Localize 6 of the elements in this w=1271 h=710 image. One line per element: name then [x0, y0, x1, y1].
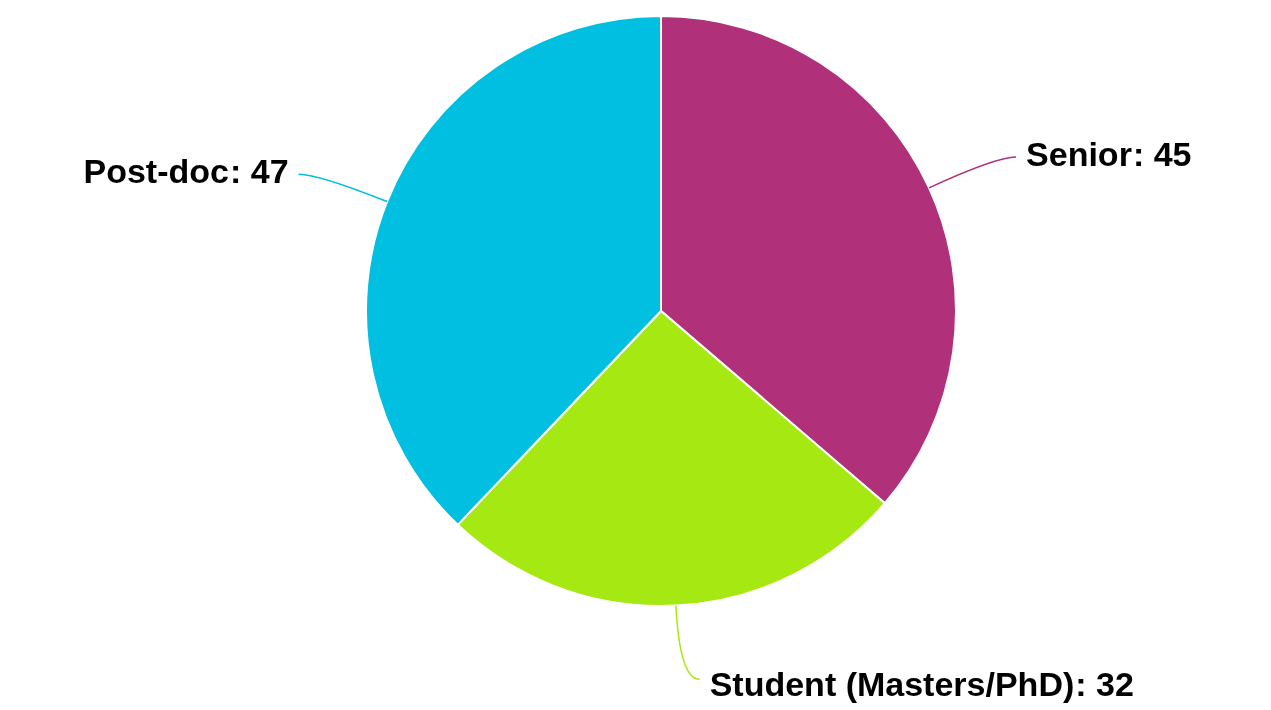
slice-label: Post-doc — [83, 152, 229, 191]
data-label: : 47 — [229, 152, 289, 191]
data-label: : 45 — [1132, 135, 1192, 174]
data-label: : 32 — [1075, 665, 1134, 704]
slice-label: Student (Masters/PhD) — [709, 665, 1075, 704]
slice-label: Senior — [1026, 135, 1132, 174]
